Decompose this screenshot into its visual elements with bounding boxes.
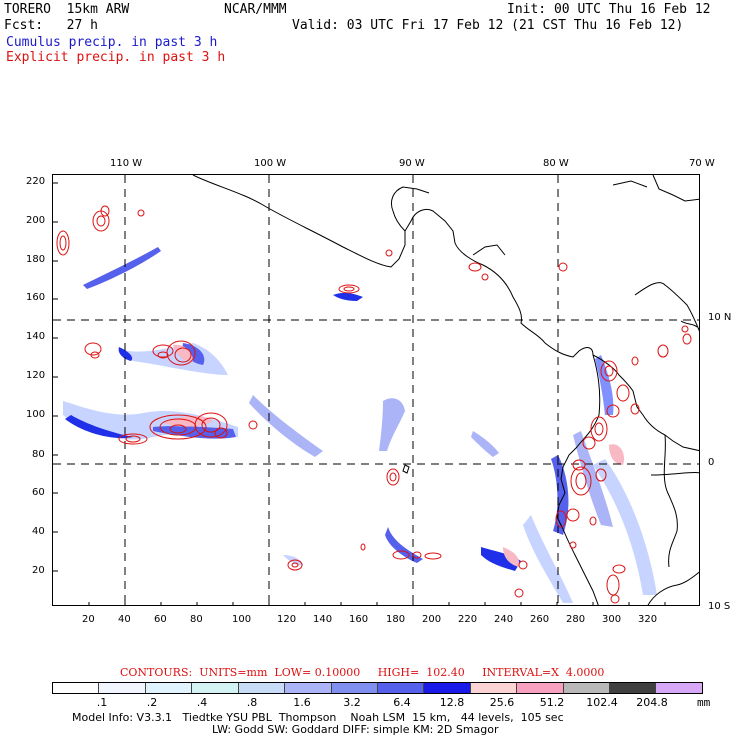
scale-unit: mm [697, 696, 711, 709]
lat-label-10n: 10 N [708, 312, 732, 323]
scale-label: .4 [196, 696, 208, 709]
y-tick: 140 [26, 331, 46, 342]
x-tick: 260 [530, 614, 550, 625]
scale-swatch [424, 683, 471, 693]
y-tick: 120 [26, 370, 46, 381]
init-time: Init: 00 UTC Thu 16 Feb 12 [507, 2, 711, 17]
x-tick: 220 [458, 614, 478, 625]
scale-label: 3.2 [343, 696, 361, 709]
explicit-legend-label: Explicit precip. in past 3 h [6, 50, 226, 65]
y-tick: 20 [32, 565, 45, 576]
scale-swatch [285, 683, 332, 693]
y-tick: 100 [26, 409, 46, 420]
lon-label-70w: 70 W [689, 158, 715, 169]
lat-label-10s: 10 S [708, 601, 731, 612]
y-tick: 60 [32, 487, 45, 498]
scale-label: 25.6 [489, 696, 515, 709]
lon-label-90w: 90 W [399, 158, 425, 169]
organization-label: NCAR/MMM [224, 2, 287, 17]
scale-swatch [610, 683, 657, 693]
scale-label: .8 [246, 696, 258, 709]
scale-swatch [53, 683, 100, 693]
scale-label: 12.8 [439, 696, 465, 709]
scale-label: 51.2 [539, 696, 565, 709]
scale-label: 6.4 [393, 696, 411, 709]
x-tick: 120 [277, 614, 297, 625]
scale-label: 102.4 [586, 696, 618, 709]
y-tick: 80 [32, 449, 45, 460]
lat-label-equator: 0 [708, 457, 715, 468]
scale-label: 1.6 [293, 696, 311, 709]
axis-ticks [53, 182, 666, 605]
map-canvas [53, 175, 699, 605]
scale-label: .1 [96, 696, 108, 709]
cumulus-legend-label: Cumulus precip. in past 3 h [6, 35, 218, 50]
x-tick: 180 [386, 614, 406, 625]
x-tick: 40 [118, 614, 131, 625]
y-tick: 180 [26, 254, 46, 265]
scale-swatch [470, 683, 518, 693]
y-tick: 200 [26, 215, 46, 226]
physics-info: LW: Godd SW: Goddard DIFF: simple KM: 2D… [212, 723, 499, 736]
forecast-hour: Fcst: 27 h [4, 18, 98, 33]
valid-time: Valid: 03 UTC Fri 17 Feb 12 (21 CST Thu … [292, 18, 684, 33]
explicit-precip-contours [56, 205, 692, 604]
x-tick: 280 [566, 614, 586, 625]
cumulus-precip-shading [63, 247, 657, 603]
model-title: TORERO 15km ARW [4, 2, 130, 17]
scale-label: .2 [146, 696, 158, 709]
x-tick: 160 [349, 614, 369, 625]
scale-swatch [517, 683, 564, 693]
scale-swatch [656, 683, 702, 693]
x-tick: 140 [313, 614, 333, 625]
x-tick: 240 [494, 614, 514, 625]
lon-label-110w: 110 W [110, 158, 143, 169]
y-tick: 160 [26, 292, 46, 303]
x-tick: 320 [638, 614, 658, 625]
x-tick: 200 [422, 614, 442, 625]
scale-swatch [145, 683, 193, 693]
x-tick: 100 [232, 614, 252, 625]
x-tick: 80 [190, 614, 203, 625]
scale-label: 204.8 [636, 696, 668, 709]
scale-swatch [563, 683, 611, 693]
scale-swatch [238, 683, 286, 693]
model-info: Model Info: V3.3.1 Tiedtke YSU PBL Thomp… [72, 711, 564, 724]
contour-info: CONTOURS: UNITS=mm LOW= 0.10000 HIGH= 10… [120, 666, 605, 679]
x-tick: 300 [602, 614, 622, 625]
lon-label-80w: 80 W [543, 158, 569, 169]
y-tick: 40 [32, 526, 45, 537]
graticule [53, 175, 699, 605]
precip-map [52, 174, 700, 606]
scale-swatch [99, 683, 146, 693]
precip-color-scale [52, 682, 703, 694]
scale-swatch [192, 683, 239, 693]
x-tick: 20 [82, 614, 95, 625]
scale-swatch [377, 683, 425, 693]
explicit-precip-shading [163, 344, 625, 567]
scale-swatch [331, 683, 378, 693]
x-tick: 60 [154, 614, 167, 625]
lon-label-100w: 100 W [254, 158, 287, 169]
y-tick: 220 [26, 176, 46, 187]
